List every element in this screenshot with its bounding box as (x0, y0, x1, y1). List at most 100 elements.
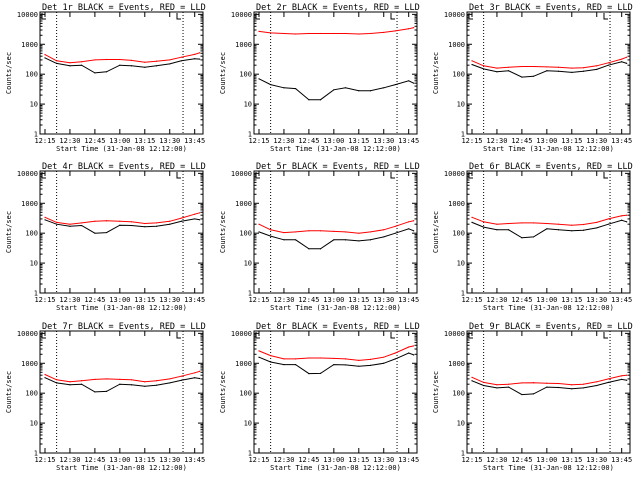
y-tick-label: 10000 (231, 330, 252, 338)
y-axis-label: Counts/sec (5, 211, 13, 253)
y-tick-label: 1 (461, 290, 465, 298)
plot-title: Det 4r BLACK = Events, RED = LLD (42, 162, 206, 172)
y-axis-label: Counts/sec (432, 211, 440, 253)
y-tick-label: 1 (248, 131, 252, 139)
x-tick-label: 13:00 (109, 296, 130, 304)
series-line-lld (44, 370, 200, 383)
plot-title: Det 2r BLACK = Events, RED = LLD (256, 3, 420, 13)
x-tick-label: 12:45 (511, 296, 532, 304)
x-tick-label: 13:45 (184, 456, 205, 464)
y-tick-label: 1000 (235, 200, 252, 208)
x-tick-label: 13:30 (159, 137, 180, 145)
y-tick-label: 10000 (231, 170, 252, 178)
x-axis-label: Start Time (31-Jan-08 12:12:00) (483, 145, 614, 153)
x-tick-label: 12:15 (34, 296, 55, 304)
series-line-lld (471, 214, 627, 226)
series-line-lld (258, 27, 414, 35)
y-tick-label: 10 (244, 101, 252, 109)
x-tick-label: 12:45 (84, 456, 105, 464)
y-tick-label: 100 (239, 71, 252, 79)
x-tick-label: 13:15 (134, 137, 155, 145)
plot-panel-8: Det 8r BLACK = Events, RED = LLD 1 10 100 10… (219, 322, 420, 472)
x-axis-label: Start Time (31-Jan-08 12:12:00) (483, 304, 614, 312)
x-tick-label: 13:45 (398, 456, 419, 464)
y-tick-label: 1 (461, 131, 465, 139)
plot-frame (39, 330, 204, 454)
y-tick-label: 1000 (448, 200, 465, 208)
plot-frame (39, 11, 204, 135)
x-tick-label: 13:15 (348, 137, 369, 145)
y-tick-label: 1000 (448, 41, 465, 49)
y-tick-label: 100 (452, 390, 465, 398)
x-tick-label: 13:15 (561, 296, 582, 304)
x-tick-label: 13:00 (536, 137, 557, 145)
x-tick-label: 12:30 (486, 456, 507, 464)
y-axis-label: Counts/sec (219, 211, 227, 253)
y-tick-label: 10000 (17, 330, 38, 338)
plot-panel-2: Det 2r BLACK = Events, RED = LLD 1 10 100 10… (219, 3, 420, 153)
x-tick-label: 13:45 (611, 137, 632, 145)
x-axis-label: Start Time (31-Jan-08 12:12:00) (270, 464, 401, 472)
x-tick-label: 13:15 (348, 296, 369, 304)
x-axis-label: Start Time (31-Jan-08 12:12:00) (56, 464, 187, 472)
y-tick-label: 10000 (444, 11, 465, 19)
x-tick-label: 12:15 (248, 296, 269, 304)
corner-flag-right (603, 172, 608, 179)
plot-frame (253, 170, 418, 294)
x-axis-label: Start Time (31-Jan-08 12:12:00) (270, 304, 401, 312)
y-tick-label: 1000 (21, 360, 38, 368)
y-tick-label: 1000 (235, 41, 252, 49)
x-tick-label: 12:30 (59, 296, 80, 304)
x-axis-label: Start Time (31-Jan-08 12:12:00) (483, 464, 614, 472)
plot-title: Det 9r BLACK = Events, RED = LLD (469, 322, 633, 332)
x-tick-label: 13:00 (536, 296, 557, 304)
x-tick-label: 13:30 (373, 296, 394, 304)
series-line-events (258, 352, 414, 375)
y-tick-label: 10 (30, 101, 38, 109)
y-tick-label: 100 (239, 390, 252, 398)
series-line-events (258, 228, 414, 250)
series-line-events (44, 377, 200, 393)
y-axis-label: Counts/sec (5, 371, 13, 413)
plot-title: Det 3r BLACK = Events, RED = LLD (469, 3, 633, 13)
plot-title: Det 1r BLACK = Events, RED = LLD (42, 3, 206, 13)
x-tick-label: 12:30 (486, 137, 507, 145)
x-tick-label: 13:30 (373, 137, 394, 145)
x-tick-label: 12:15 (34, 137, 55, 145)
corner-flag-right (176, 172, 181, 179)
y-tick-label: 100 (239, 230, 252, 238)
series-line-lld (471, 374, 627, 386)
series-line-events (471, 219, 627, 239)
y-axis-label: Counts/sec (219, 52, 227, 94)
y-tick-label: 1000 (235, 360, 252, 368)
y-tick-label: 100 (452, 71, 465, 79)
x-tick-label: 12:15 (248, 137, 269, 145)
x-tick-label: 13:00 (536, 456, 557, 464)
x-tick-label: 12:30 (273, 296, 294, 304)
x-tick-label: 12:15 (248, 456, 269, 464)
plot-frame (253, 11, 418, 135)
plot-frame (466, 170, 631, 294)
x-tick-label: 13:15 (561, 456, 582, 464)
corner-flag-right (390, 332, 395, 339)
x-tick-label: 13:15 (561, 137, 582, 145)
y-tick-label: 1 (34, 290, 38, 298)
series-line-lld (44, 212, 200, 225)
corner-flag-right (176, 13, 181, 20)
y-tick-label: 10000 (17, 170, 38, 178)
x-tick-label: 12:15 (34, 456, 55, 464)
y-tick-label: 10000 (444, 170, 465, 178)
x-tick-label: 13:15 (134, 456, 155, 464)
x-tick-label: 13:00 (323, 137, 344, 145)
y-tick-label: 1 (248, 290, 252, 298)
series-line-events (44, 57, 200, 74)
x-tick-label: 13:00 (323, 296, 344, 304)
x-tick-label: 12:45 (511, 456, 532, 464)
x-tick-label: 13:30 (159, 296, 180, 304)
y-tick-label: 10000 (17, 11, 38, 19)
corner-flag-right (176, 332, 181, 339)
y-tick-label: 10 (457, 420, 465, 428)
y-tick-label: 100 (25, 71, 38, 79)
y-tick-label: 1000 (21, 41, 38, 49)
